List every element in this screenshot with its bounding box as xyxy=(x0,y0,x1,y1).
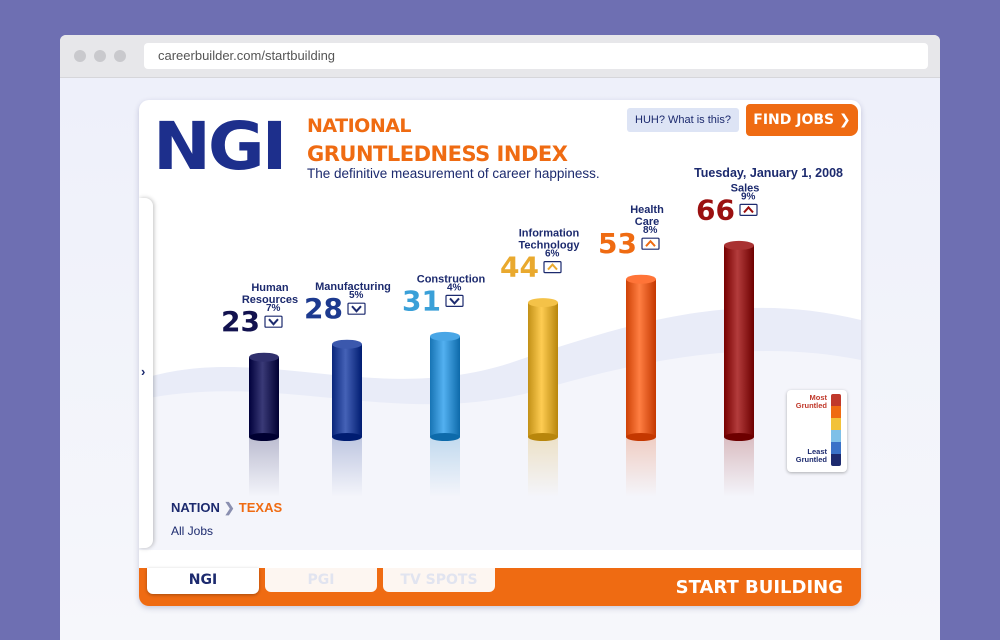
category-label: Health xyxy=(630,204,664,216)
change-percent: 4% xyxy=(447,282,462,293)
trend-down-icon xyxy=(268,318,279,326)
category-label: Care xyxy=(635,216,659,228)
bar-base xyxy=(249,433,279,441)
breadcrumb-nation[interactable]: NATION xyxy=(171,500,220,515)
bar-reflection xyxy=(332,437,362,497)
trend-box xyxy=(264,315,283,328)
score-value: 53 xyxy=(598,227,637,260)
trend-up-icon xyxy=(743,205,754,214)
category-label: Resources xyxy=(242,294,298,306)
tab-tv-spots[interactable]: TV SPOTS xyxy=(383,568,495,592)
bar-base xyxy=(528,433,558,441)
change-percent: 7% xyxy=(266,303,281,314)
legend-bottom-label: Least Gruntled xyxy=(795,447,827,464)
change-percent: 9% xyxy=(741,191,756,202)
trend-down-icon xyxy=(449,297,460,305)
bar-human-resources[interactable] xyxy=(249,357,279,437)
breadcrumb-state[interactable]: TEXAS xyxy=(238,500,283,515)
category-label: Information xyxy=(519,228,580,240)
breadcrumb-separator-icon: ❯ xyxy=(223,500,235,515)
change-percent: 5% xyxy=(349,290,364,301)
bar-reflection xyxy=(528,437,558,497)
score-value: 44 xyxy=(500,251,539,284)
bar-reflection xyxy=(249,437,279,497)
bar-top xyxy=(430,331,460,341)
find-jobs-button[interactable]: FIND JOBS ❯ xyxy=(746,104,858,136)
background-wave xyxy=(139,307,861,550)
bar-base xyxy=(724,433,754,441)
chevron-right-icon: › xyxy=(141,364,146,379)
date-label: Tuesday, January 1, 2008 xyxy=(694,166,843,180)
bar-health-care[interactable] xyxy=(626,279,656,437)
trend-up-icon xyxy=(547,263,558,271)
score-value: 23 xyxy=(221,305,260,338)
category-label: Technology xyxy=(519,240,581,252)
gruntled-legend: Most Gruntled Least Gruntled xyxy=(787,390,847,472)
change-percent: 6% xyxy=(545,249,560,260)
browser-window: careerbuilder.com/startbuilding NGI NATI… xyxy=(60,35,940,640)
legend-top-label: Most Gruntled xyxy=(795,393,827,410)
tagline: The definitive measurement of career hap… xyxy=(307,166,600,181)
window-close-dot[interactable] xyxy=(74,50,86,62)
window-maximize-dot[interactable] xyxy=(114,50,126,62)
bottom-tab-bar: NGI PGI TV SPOTS START BUILDING xyxy=(139,568,861,606)
start-building-brand: START BUILDING xyxy=(675,577,843,598)
logo-title-line2: GRUNTLEDNESS INDEX xyxy=(307,142,568,166)
trend-box xyxy=(347,302,366,315)
trend-box xyxy=(445,294,464,307)
bar-top xyxy=(332,339,362,349)
bar-base xyxy=(626,433,656,441)
bar-top xyxy=(249,352,279,362)
breadcrumb: NATION ❯ TEXAS xyxy=(171,500,282,516)
tab-ngi[interactable]: NGI xyxy=(147,568,259,594)
help-button[interactable]: HUH? What is this? xyxy=(627,108,739,132)
logo-title-line1: NATIONAL xyxy=(307,115,412,137)
bar-top xyxy=(724,240,754,250)
category-label: Construction xyxy=(417,273,486,285)
category-label: Sales xyxy=(731,182,760,194)
bar-base xyxy=(332,433,362,441)
legend-color-scale xyxy=(831,394,841,466)
trend-up-icon xyxy=(645,239,656,247)
trend-box xyxy=(543,261,562,274)
bar-base xyxy=(430,433,460,441)
bar-top xyxy=(626,274,656,284)
bar-reflection xyxy=(430,437,460,497)
job-filter-label[interactable]: All Jobs xyxy=(171,524,214,538)
trend-box xyxy=(739,203,758,217)
bar-reflection xyxy=(724,437,754,497)
side-panel-tab[interactable]: › xyxy=(139,198,153,548)
category-label: Human xyxy=(251,282,289,294)
bar-top xyxy=(528,298,558,308)
category-label: Manufacturing xyxy=(315,281,391,293)
score-value: 28 xyxy=(304,292,343,325)
bar-manufacturing[interactable] xyxy=(332,344,362,437)
ngi-logo: NGI xyxy=(153,108,287,185)
trend-box xyxy=(641,237,660,250)
score-value: 31 xyxy=(402,284,441,317)
tab-pgi[interactable]: PGI xyxy=(265,568,377,592)
score-value: 66 xyxy=(696,193,735,226)
trend-down-icon xyxy=(351,305,362,313)
bar-construction[interactable] xyxy=(430,336,460,437)
bar-sales[interactable] xyxy=(724,245,754,437)
address-bar[interactable]: careerbuilder.com/startbuilding xyxy=(144,43,928,69)
ngi-widget: NGI NATIONAL GRUNTLEDNESS INDEX The defi… xyxy=(139,100,861,606)
browser-toolbar: careerbuilder.com/startbuilding xyxy=(60,35,940,78)
window-minimize-dot[interactable] xyxy=(94,50,106,62)
change-percent: 8% xyxy=(643,225,658,236)
page-viewport: NGI NATIONAL GRUNTLEDNESS INDEX The defi… xyxy=(60,78,940,640)
bar-reflection xyxy=(626,437,656,497)
bar-information-technology[interactable] xyxy=(528,302,558,437)
